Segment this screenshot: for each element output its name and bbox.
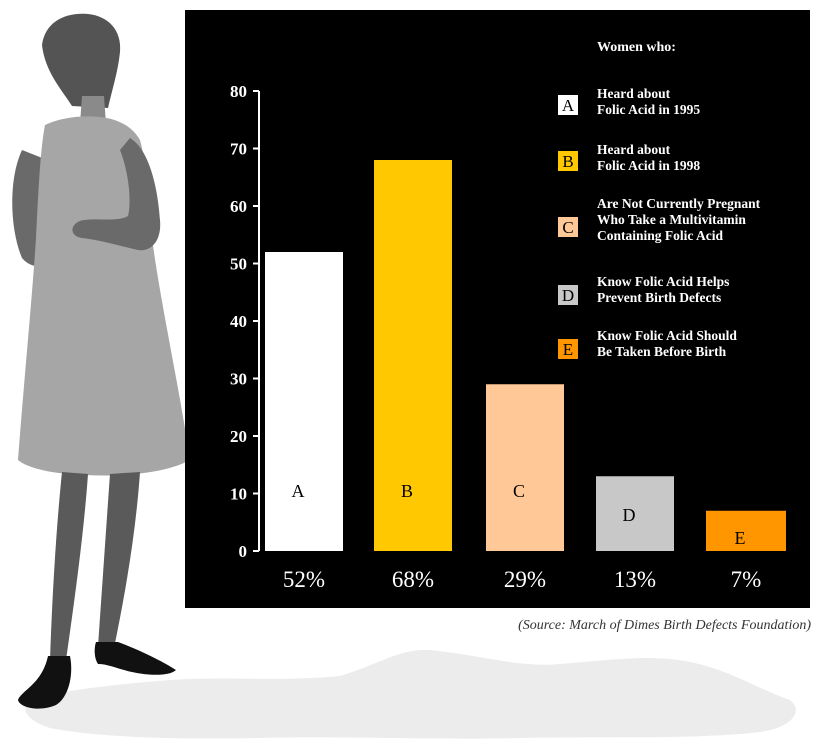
bar-letter-label: D — [623, 505, 636, 525]
y-tick-label: 30 — [230, 370, 247, 389]
floor-shadow — [25, 649, 796, 739]
y-tick-label: 10 — [230, 485, 247, 504]
legend-item-text: Know Folic Acid Helps Prevent Birth Defe… — [597, 274, 730, 305]
bar-letter-label: E — [735, 528, 746, 548]
bar-value-label: 29% — [504, 567, 546, 592]
y-tick-label: 80 — [230, 82, 247, 101]
legend-item-text: Know Folic Acid Should Be Taken Before B… — [597, 328, 737, 359]
legend-swatch: C — [557, 216, 579, 238]
bar-value-label: 68% — [392, 567, 434, 592]
legend-swatch: A — [557, 94, 579, 116]
legend-swatch: B — [557, 150, 579, 172]
bar — [706, 510, 786, 551]
bar — [596, 476, 674, 551]
bar-letter-label: A — [292, 481, 305, 501]
bar-value-label: 7% — [731, 567, 762, 592]
legend-swatch: D — [557, 284, 579, 306]
legend-item-text: Heard about Folic Acid in 1998 — [597, 142, 701, 173]
legend-swatch: E — [557, 338, 579, 360]
y-tick-label: 40 — [230, 312, 247, 331]
y-tick-label: 50 — [230, 255, 247, 274]
legend-item-text: Heard about Folic Acid in 1995 — [597, 86, 701, 117]
legend-title: Women who: — [597, 40, 676, 55]
bar-letter-label: B — [401, 481, 413, 501]
bar-value-label: 13% — [614, 567, 656, 592]
y-tick-label: 0 — [239, 542, 248, 561]
source-note: (Source: March of Dimes Birth Defects Fo… — [518, 618, 811, 633]
bar — [374, 160, 452, 551]
y-tick-label: 70 — [230, 140, 247, 159]
y-tick-label: 60 — [230, 197, 247, 216]
y-tick-label: 20 — [230, 427, 247, 446]
bar — [265, 252, 343, 551]
bar-letter-label: C — [513, 481, 525, 501]
bar — [486, 384, 564, 551]
legend-item-text: Are Not Currently Pregnant Who Take a Mu… — [597, 196, 761, 243]
bar-value-label: 52% — [283, 567, 325, 592]
